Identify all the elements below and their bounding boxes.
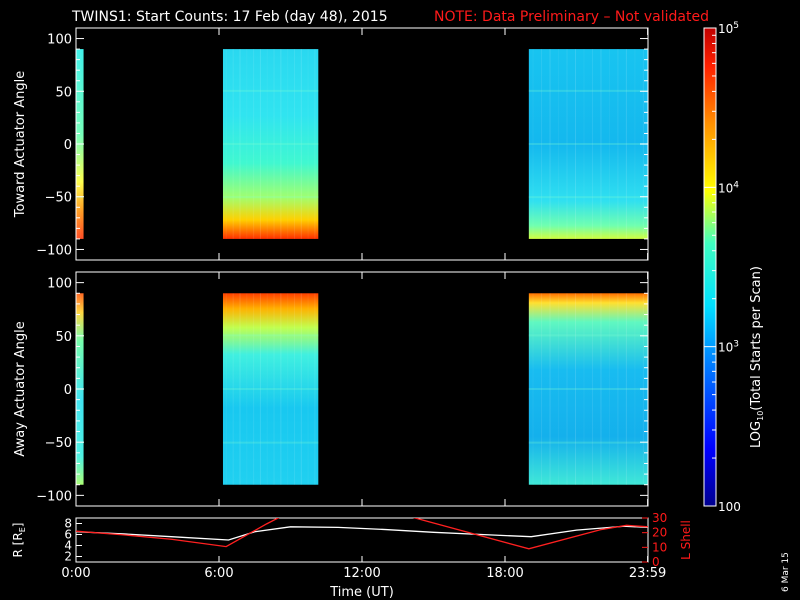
away-angle-panel: 100 50 0 −50 −100 Away Actuator Angle <box>13 271 649 507</box>
colorbar-tick-label: 103 <box>718 340 739 355</box>
radius-line <box>76 525 648 541</box>
colorbar-ticks: 100 103 104 105 <box>704 21 741 514</box>
colorbar-tick-label: 105 <box>718 21 739 36</box>
y-tick-label: −50 <box>45 436 72 451</box>
radius-y-label: R [RE] <box>11 523 27 558</box>
time-tick-label: 18:00 <box>486 566 523 581</box>
toward-heatmap <box>75 49 648 239</box>
y-tick-label: 0 <box>64 138 72 153</box>
colorbar-tick-label: 104 <box>718 180 739 195</box>
orbit-lines <box>76 518 648 550</box>
time-tick-label: 0:00 <box>61 566 90 581</box>
chart-title: TWINS1: Start Counts: 17 Feb (day 48), 2… <box>71 9 388 25</box>
r-tick-label: 2 <box>64 550 72 564</box>
time-tick-label: 12:00 <box>343 566 380 581</box>
y-tick-label: −50 <box>45 191 72 206</box>
lshell-tick-label: 10 <box>652 540 667 554</box>
away-heatmap <box>75 293 648 485</box>
lshell-tick-label: 20 <box>652 526 667 540</box>
lshell-line <box>76 518 648 550</box>
heatmap-block-2 <box>222 293 319 485</box>
y-tick-label: −100 <box>36 489 72 504</box>
toward-y-ticks: 100 50 0 −50 −100 <box>36 28 649 260</box>
lshell-tick-label: 0 <box>652 555 660 569</box>
y-tick-label: 100 <box>47 277 72 292</box>
time-tick-label: 6:00 <box>204 566 233 581</box>
colorbar-tick-label: 100 <box>718 500 741 514</box>
toward-angle-panel: 100 50 0 −50 −100 Toward Actuator Angle <box>13 27 649 261</box>
y-tick-label: −100 <box>36 243 72 258</box>
away-y-label: Away Actuator Angle <box>13 321 28 456</box>
time-x-label: Time (UT) <box>329 585 394 600</box>
heatmap-block-3 <box>528 293 648 485</box>
r-tick-label: 6 <box>64 528 72 542</box>
toward-y-label: Toward Actuator Angle <box>13 71 28 218</box>
y-tick-label: 0 <box>64 383 72 398</box>
y-tick-label: 50 <box>55 85 72 100</box>
heatmap-block-2 <box>222 49 319 239</box>
colorbar: 100 103 104 105 LOG10(Total Starts per Scan… <box>703 21 765 514</box>
date-stamp: 6 Mar 15 <box>781 552 791 592</box>
heatmap-block-3 <box>528 49 648 239</box>
y-tick-label: 100 <box>47 33 72 48</box>
preliminary-note: NOTE: Data Preliminary – Not validated <box>434 9 709 25</box>
lshell-y-label: L Shell <box>679 520 693 560</box>
r-tick-label: 8 <box>64 517 72 531</box>
away-y-ticks: 100 50 0 −50 −100 <box>36 272 649 506</box>
y-tick-label: 50 <box>55 330 72 345</box>
colorbar-label: LOG10(Total Starts per Scan) <box>749 266 765 448</box>
colorbar-gradient <box>703 27 717 507</box>
lshell-tick-label: 30 <box>652 511 667 525</box>
r-tick-label: 4 <box>64 539 72 553</box>
time-tick-label: 23:59 <box>629 566 666 581</box>
